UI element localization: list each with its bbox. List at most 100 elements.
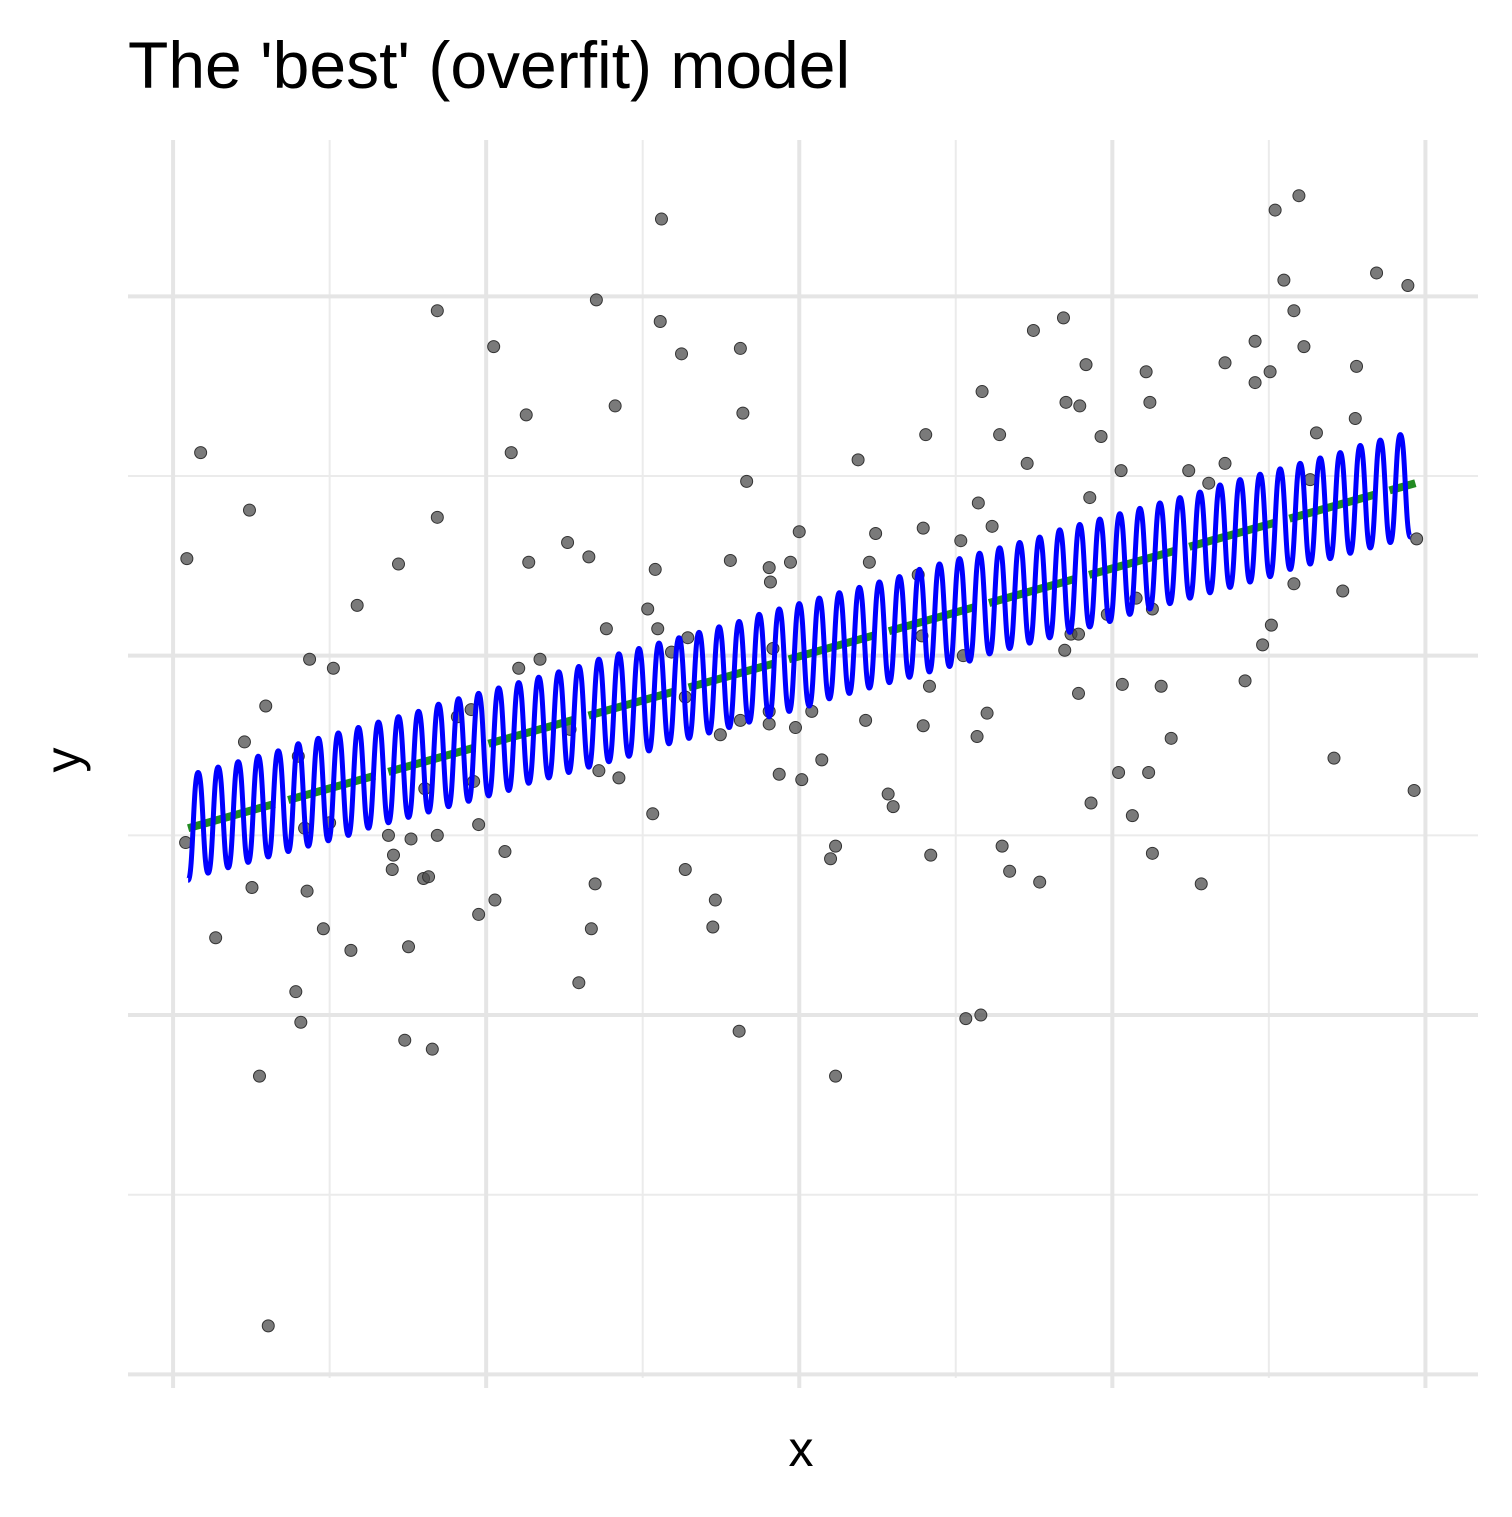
point <box>1003 864 1017 878</box>
point <box>1336 584 1350 598</box>
point <box>1139 365 1153 379</box>
point <box>1058 643 1072 657</box>
point <box>678 863 692 877</box>
point <box>922 679 936 693</box>
point <box>344 943 358 957</box>
point <box>1287 577 1301 591</box>
point <box>1327 751 1341 765</box>
point <box>1410 532 1424 546</box>
point <box>350 598 364 612</box>
point <box>1264 618 1278 632</box>
point <box>522 555 536 569</box>
point <box>1026 323 1040 337</box>
point <box>1079 358 1093 372</box>
point <box>1268 203 1282 217</box>
point <box>851 453 865 467</box>
point <box>824 852 838 866</box>
point <box>815 753 829 767</box>
point <box>1073 399 1087 413</box>
point <box>430 828 444 842</box>
point <box>592 764 606 778</box>
point <box>472 907 486 921</box>
point <box>392 557 406 571</box>
point <box>772 767 786 781</box>
point <box>612 771 626 785</box>
point <box>261 1319 275 1333</box>
point <box>1145 846 1159 860</box>
point <box>740 474 754 488</box>
point <box>237 735 251 749</box>
point <box>1407 783 1421 797</box>
point <box>519 408 533 422</box>
point <box>1348 412 1362 426</box>
point <box>646 807 660 821</box>
point <box>252 1069 266 1083</box>
point <box>681 631 695 645</box>
point <box>472 818 486 832</box>
point <box>1292 189 1306 203</box>
marks <box>179 189 1424 1333</box>
point <box>1154 679 1168 693</box>
point <box>180 552 194 566</box>
point <box>1218 456 1232 470</box>
point <box>512 661 526 675</box>
point <box>1142 765 1156 779</box>
point <box>651 622 665 636</box>
point <box>970 730 984 744</box>
point <box>487 340 501 354</box>
point <box>498 845 512 859</box>
point <box>881 787 895 801</box>
point <box>974 1008 988 1022</box>
point <box>1083 491 1097 505</box>
point <box>708 893 722 907</box>
point <box>381 828 395 842</box>
point <box>675 347 689 361</box>
grid <box>128 140 1478 1388</box>
point <box>582 550 596 564</box>
point <box>1125 809 1139 823</box>
point <box>795 773 809 787</box>
point <box>886 800 900 814</box>
point <box>829 1069 843 1083</box>
point <box>919 428 933 442</box>
point <box>259 699 273 713</box>
model-curve <box>185 432 1413 883</box>
point <box>1218 356 1232 370</box>
point <box>488 893 502 907</box>
point <box>422 870 436 884</box>
point <box>430 510 444 524</box>
point <box>402 940 416 954</box>
point <box>1112 765 1126 779</box>
point <box>1202 476 1216 490</box>
point <box>430 304 444 318</box>
point <box>386 848 400 862</box>
point <box>1020 456 1034 470</box>
point <box>723 553 737 567</box>
point <box>398 1033 412 1047</box>
point <box>588 877 602 891</box>
point <box>1401 279 1415 293</box>
point <box>504 446 518 460</box>
point <box>1350 359 1364 373</box>
point <box>425 1042 439 1056</box>
point <box>829 839 843 853</box>
point <box>995 839 1009 853</box>
point <box>1256 638 1270 652</box>
point <box>975 385 989 399</box>
point <box>1072 686 1086 700</box>
point <box>326 661 340 675</box>
point <box>303 652 317 666</box>
point <box>242 503 256 517</box>
point <box>954 534 968 548</box>
point <box>733 341 747 355</box>
point <box>736 406 750 420</box>
point <box>294 1015 308 1029</box>
point <box>732 1024 746 1038</box>
point <box>572 976 586 990</box>
point <box>1094 429 1108 443</box>
point <box>1238 674 1252 688</box>
point <box>1033 875 1047 889</box>
point <box>1277 273 1291 287</box>
